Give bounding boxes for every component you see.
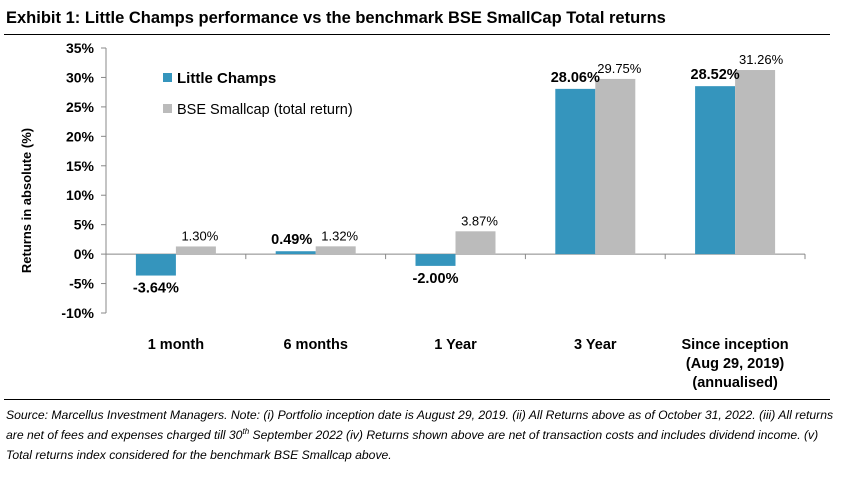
legend-swatch-bse-smallcap [163,104,172,113]
bar-bse-smallcap [175,246,216,255]
data-label-bse-smallcap: 31.26% [739,52,784,67]
y-tick-label: 0% [74,246,95,262]
y-tick-label: 15% [66,158,95,174]
data-label-little-champs: -3.64% [133,281,179,297]
legend-label-bse-smallcap: BSE Smallcap (total return) [177,102,353,118]
x-category-label: 1 Year [434,337,477,353]
data-label-bse-smallcap: 1.32% [321,228,358,243]
x-category-label: (annualised) [692,375,778,391]
source-note-text: Source: Marcellus Investment Managers. N… [6,408,834,442]
data-label-little-champs: 0.49% [271,232,312,248]
y-tick-label: 20% [66,128,95,144]
y-axis-title: Returns in absolute (%) [19,128,34,273]
bar-bse-smallcap [315,246,356,255]
x-category-label: 1 month [148,337,204,353]
y-tick-label: 30% [66,69,95,85]
bar-little-champs [415,254,456,266]
data-label-bse-smallcap: 1.30% [181,228,218,243]
legend-swatch-little-champs [163,73,172,82]
source-note-superscript: th [242,426,250,436]
y-tick-label: 35% [66,40,95,56]
source-note-text-continued: September 2022 (iv) Returns shown above … [6,428,819,462]
data-label-little-champs: -2.00% [413,271,459,287]
x-category-label: 6 months [283,337,347,353]
x-category-label: Since inception [682,337,789,353]
bar-little-champs [555,88,596,255]
y-tick-label: 25% [66,99,95,115]
data-label-little-champs: 28.52% [691,67,740,83]
bar-chart: -10% -5% 0% 5% 10% 15% 20% 25% 30% 35% Returns in … [19,40,806,391]
bar-bse-smallcap [455,231,496,255]
data-label-bse-smallcap: 29.75% [597,61,642,76]
top-rule [4,34,830,35]
data-label-little-champs: 28.06% [551,70,600,86]
y-tick-label: -10% [61,305,94,321]
bar-little-champs [275,251,316,255]
x-category-label: 3 Year [574,337,617,353]
exhibit-title: Exhibit 1: Little Champs performance vs … [6,9,666,27]
bar-bse-smallcap [595,78,636,255]
source-note: Source: Marcellus Investment Managers. N… [6,405,836,465]
y-tick-label: -5% [69,276,94,292]
bar-little-champs [695,86,736,255]
legend-label-little-champs: Little Champs [177,70,276,87]
data-label-bse-smallcap: 3.87% [461,213,498,228]
y-tick-label: 5% [74,217,95,233]
y-tick-label: 10% [66,187,95,203]
bar-little-champs [135,254,176,276]
x-category-label: (Aug 29, 2019) [686,356,784,372]
bar-bse-smallcap [735,70,776,255]
bottom-rule [4,399,830,400]
